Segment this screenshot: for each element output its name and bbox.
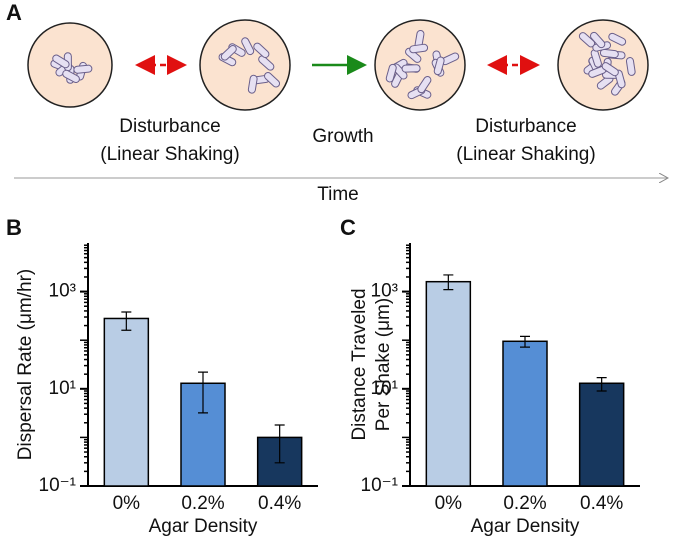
bacterium <box>608 32 627 46</box>
x-tick-label: 0% <box>113 493 141 514</box>
bacterium <box>62 69 80 84</box>
dish <box>374 19 466 111</box>
y-tick-label: 10¹ <box>49 378 76 399</box>
label: Disturbance <box>475 116 576 137</box>
y-axis-label: Per Shake (μm) <box>373 298 394 431</box>
y-axis-label: Distance Traveled <box>349 288 370 440</box>
bacterium <box>417 76 432 94</box>
panel-label: B <box>6 215 22 240</box>
x-tick-label: 0.2% <box>503 493 546 514</box>
label: (Linear Shaking) <box>456 144 595 165</box>
y-tick-label: 10⁻¹ <box>361 475 399 496</box>
error-bar <box>443 274 454 291</box>
x-axis-label: Agar Density <box>471 516 580 537</box>
bacterium <box>253 42 270 59</box>
bacterium <box>220 45 237 61</box>
panel-label: C <box>340 215 356 240</box>
dishes <box>27 19 649 111</box>
bar <box>425 280 472 487</box>
bacterium <box>433 56 445 76</box>
error-bar <box>520 335 530 348</box>
label: Growth <box>312 126 373 147</box>
bacterium <box>241 37 255 56</box>
bacterium <box>625 57 636 76</box>
bacterium <box>590 31 606 49</box>
x-tick-label: 0% <box>435 493 463 514</box>
dish <box>199 19 291 111</box>
bar <box>578 382 625 487</box>
timeline-label: Time <box>317 184 359 205</box>
y-axis-label: Dispersal Rate (μm/hr) <box>15 269 36 460</box>
bacterium <box>247 74 258 94</box>
y-tick-label: 10⁻¹ <box>39 475 77 496</box>
error-bar <box>121 311 132 331</box>
bar <box>502 340 548 487</box>
x-axis-label: Agar Density <box>149 516 258 537</box>
bacterium <box>401 64 421 73</box>
bacterium <box>599 48 619 59</box>
label: Disturbance <box>119 116 220 137</box>
bacterium <box>264 72 281 88</box>
x-tick-label: 0.4% <box>258 493 301 514</box>
bacterium <box>385 63 397 83</box>
bacterium <box>52 54 70 69</box>
error-bar <box>596 377 607 392</box>
bacterium <box>409 43 429 54</box>
bacterium <box>258 55 275 71</box>
y-tick-label: 10³ <box>49 281 76 302</box>
error-bar <box>198 371 208 414</box>
x-tick-label: 0.4% <box>580 493 623 514</box>
y-tick-label: 10¹ <box>371 378 398 399</box>
error-bar <box>274 424 285 464</box>
label: (Linear Shaking) <box>100 144 239 165</box>
bacterium <box>601 62 619 77</box>
bacterium <box>73 64 93 74</box>
bar <box>103 317 150 487</box>
x-tick-label: 0.2% <box>181 493 224 514</box>
panel-label: A <box>6 0 22 25</box>
y-tick-label: 10³ <box>371 281 398 302</box>
